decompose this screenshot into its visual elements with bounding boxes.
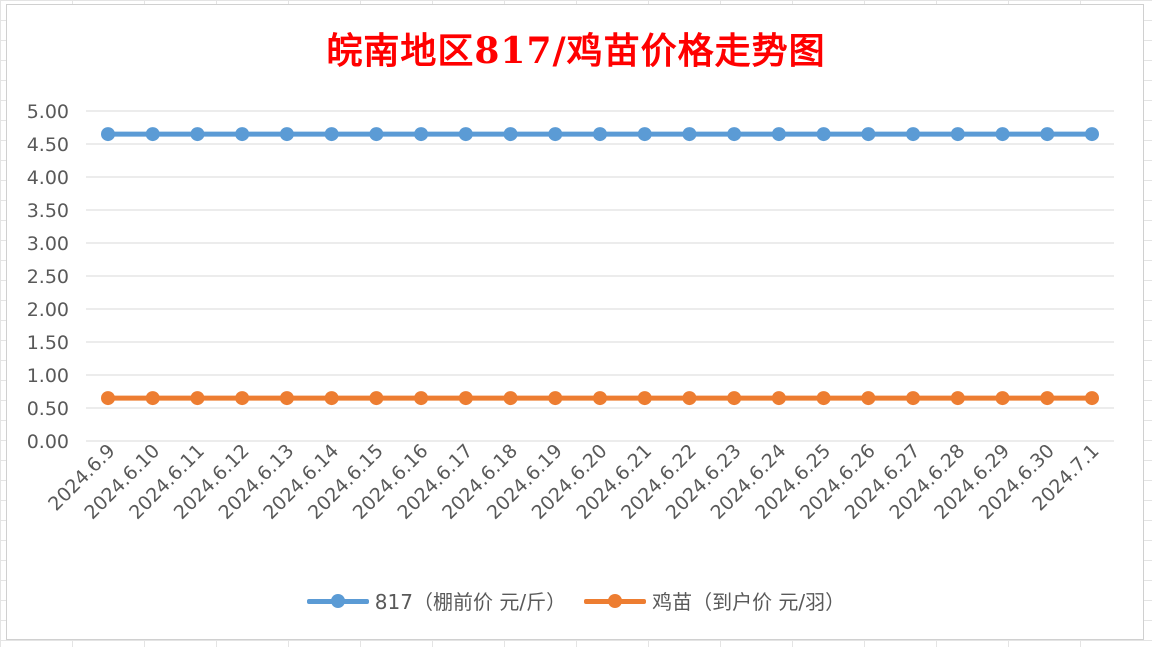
data-point: [1085, 127, 1099, 142]
data-point: [145, 127, 160, 142]
data-point: [727, 391, 742, 406]
data-point: [771, 391, 786, 406]
data-point: [235, 127, 250, 142]
data-point: [682, 391, 697, 406]
data-point: [503, 391, 518, 406]
data-point: [503, 127, 518, 142]
data-point: [995, 127, 1010, 142]
data-point: [816, 391, 831, 406]
y-tick-label: 3.50: [27, 200, 69, 222]
data-point: [1085, 391, 1099, 406]
data-point: [235, 391, 250, 406]
legend-swatch-817: [306, 593, 369, 608]
data-point: [861, 391, 876, 406]
data-point: [1040, 127, 1055, 142]
data-point: [548, 127, 563, 142]
data-point: [414, 391, 429, 406]
legend-label-817: 817（棚前价 元/斤）: [374, 590, 567, 614]
y-tick-label: 0.00: [27, 431, 69, 453]
data-point: [682, 127, 697, 142]
legend-swatch-chick: [584, 593, 647, 608]
data-point: [458, 127, 473, 142]
data-point: [637, 391, 652, 406]
data-point: [190, 391, 205, 406]
data-point: [906, 391, 921, 406]
data-point: [861, 127, 876, 142]
legend-item-817: 817（棚前价 元/斤）: [306, 586, 567, 615]
data-point: [1040, 391, 1055, 406]
y-tick-label: 3.00: [27, 233, 69, 255]
data-point: [190, 127, 205, 142]
chart-title: 皖南地区817/鸡苗价格走势图: [326, 30, 826, 72]
data-point: [548, 391, 563, 406]
data-point: [771, 127, 786, 142]
legend-item-chick: 鸡苗（到户价 元/羽）: [584, 586, 845, 615]
data-point: [324, 127, 339, 142]
data-point: [414, 127, 429, 142]
data-point: [816, 127, 831, 142]
data-point: [458, 391, 473, 406]
data-point: [637, 127, 652, 142]
data-point: [101, 391, 115, 406]
data-point: [727, 127, 742, 142]
data-point: [279, 127, 294, 142]
y-tick-label: 4.00: [27, 167, 69, 189]
chart-legend: 817（棚前价 元/斤） 鸡苗（到户价 元/羽）: [0, 586, 1152, 615]
data-point: [279, 391, 294, 406]
y-tick-label: 5.00: [27, 101, 69, 123]
legend-label-chick: 鸡苗（到户价 元/羽）: [652, 590, 846, 614]
y-tick-label: 1.50: [27, 332, 69, 354]
data-point: [369, 391, 384, 406]
data-point: [145, 391, 160, 406]
data-point: [101, 127, 115, 142]
data-point: [950, 391, 965, 406]
data-point: [593, 127, 607, 142]
data-point: [324, 391, 339, 406]
data-point: [950, 127, 965, 142]
data-point: [369, 127, 384, 142]
y-tick-label: 1.00: [27, 365, 69, 387]
chart-area[interactable]: [6, 4, 1144, 640]
y-tick-label: 2.50: [27, 266, 69, 288]
y-tick-label: 4.50: [27, 134, 69, 156]
data-point: [593, 391, 607, 406]
data-point: [995, 391, 1010, 406]
y-tick-label: 2.00: [27, 299, 69, 321]
data-point: [906, 127, 921, 142]
y-tick-label: 0.50: [27, 398, 69, 420]
